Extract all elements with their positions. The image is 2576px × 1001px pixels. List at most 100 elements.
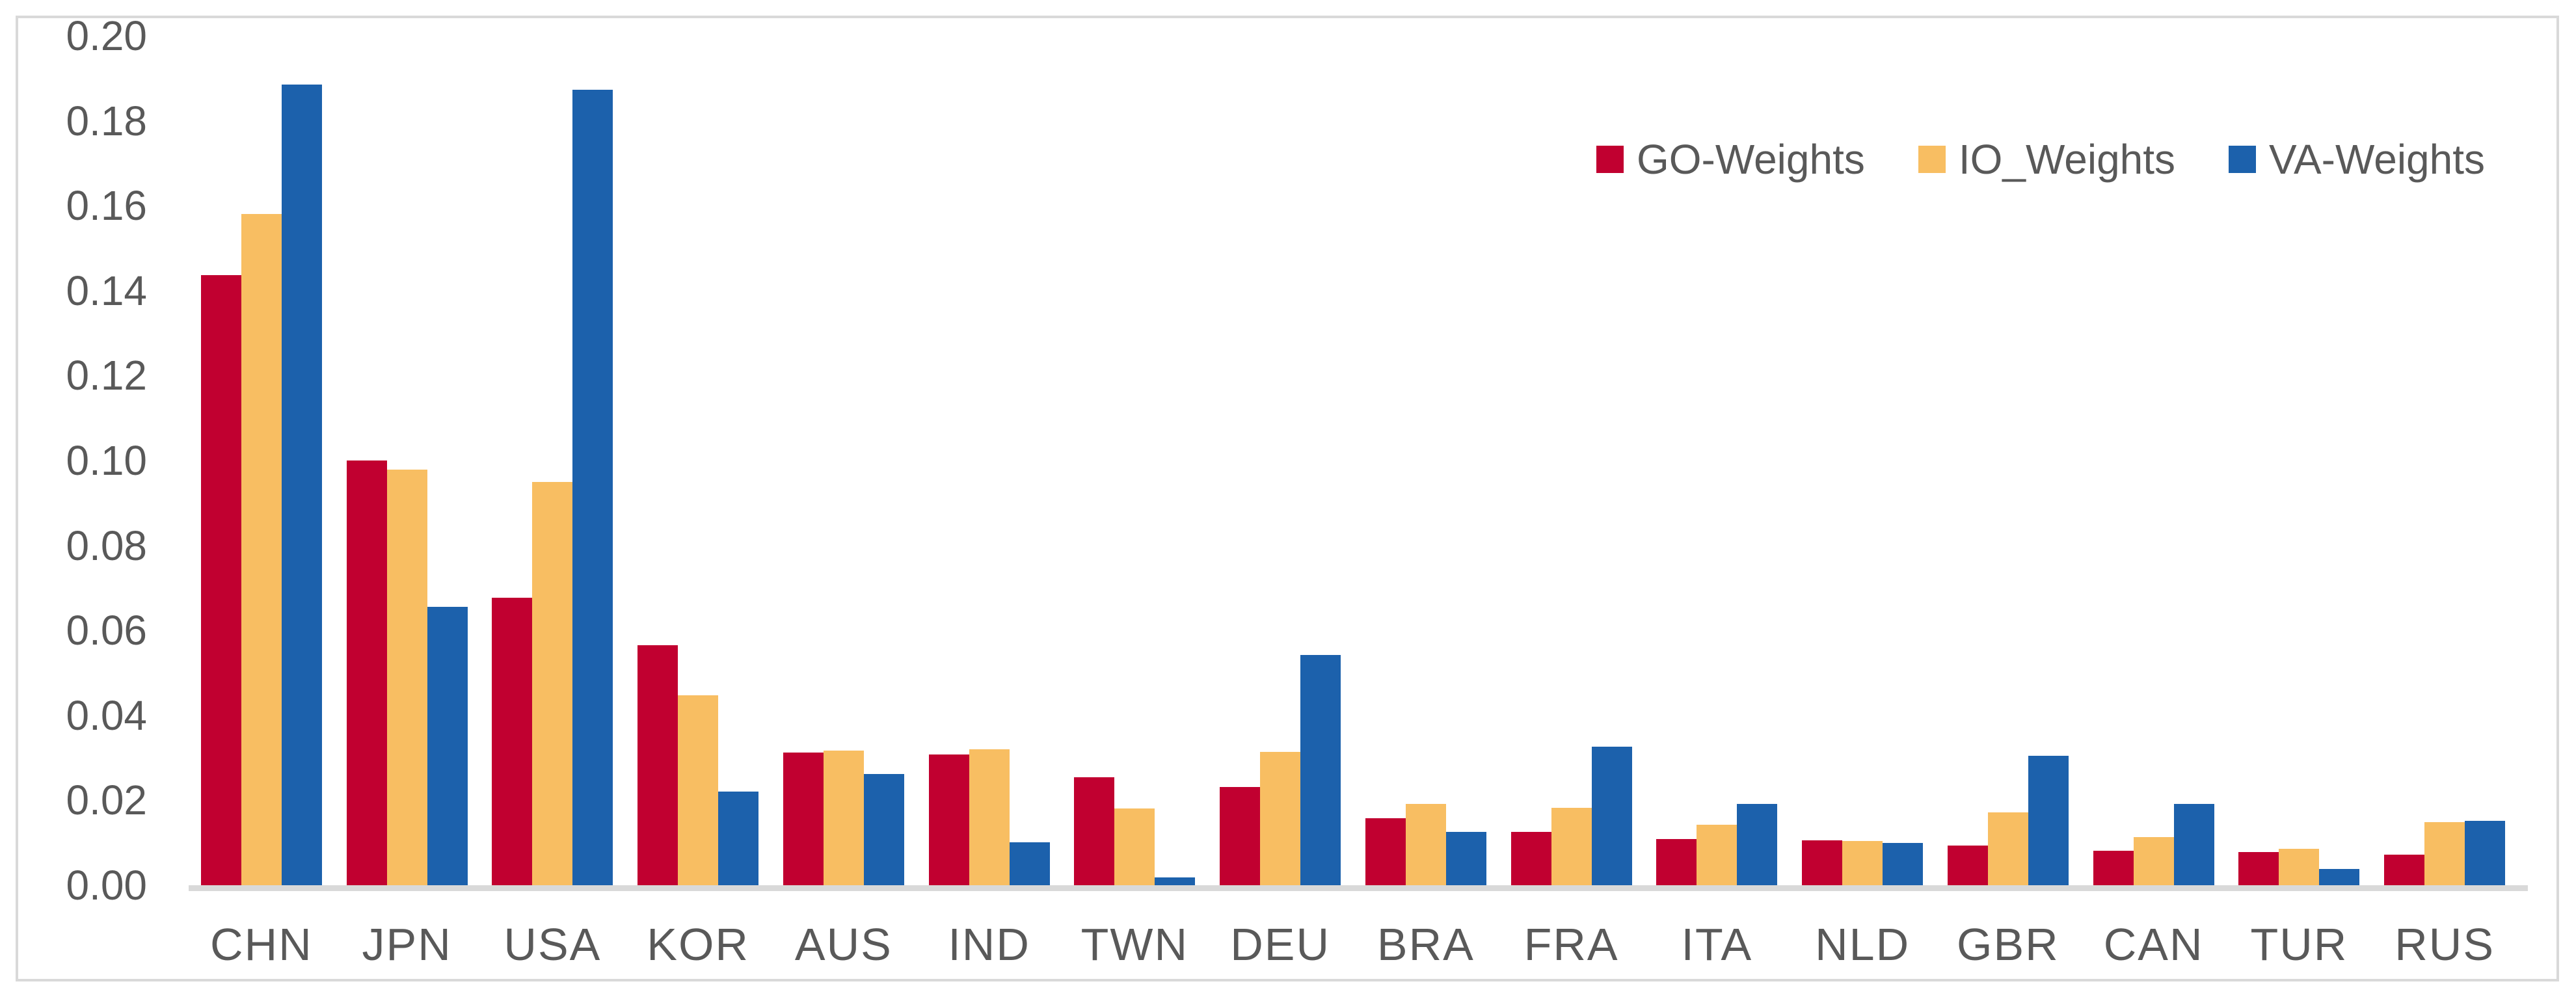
bar-group-CAN [2081,36,2227,885]
bar-group-FRA [1499,36,1644,885]
bar-group-TUR [2227,36,2372,885]
bar-CAN-IO_Weights [2133,837,2174,885]
y-tick-label-0.16: 0.16 [66,182,147,230]
bar-GBR-GO-Weights [1947,846,1988,885]
y-tick-label-0.10: 0.10 [66,437,147,484]
bar-TUR-IO_Weights [2279,849,2320,885]
legend-label: GO-Weights [1636,136,1865,183]
bar-IND-VA-Weights [1009,842,1050,885]
legend-item-GO-Weights: GO-Weights [1596,135,1865,183]
legend-swatch-icon [1918,146,1946,173]
bar-KOR-IO_Weights [678,695,719,885]
bar-NLD-IO_Weights [1842,841,1883,885]
bar-AUS-IO_Weights [823,751,864,885]
y-tick-label-0.12: 0.12 [66,352,147,399]
bar-RUS-GO-Weights [2384,855,2425,885]
bar-group-GBR [1935,36,2081,885]
x-label-TWN: TWN [1080,919,1189,970]
bar-RUS-VA-Weights [2465,821,2506,885]
bar-BRA-VA-Weights [1445,832,1486,885]
legend: GO-Weights IO_Weights VA-Weights [1596,132,2485,187]
bar-KOR-GO-Weights [637,645,678,885]
y-tick-label-0.18: 0.18 [66,97,147,144]
y-axis: 0.00 0.02 0.04 0.06 0.08 0.10 0.12 0.14 0.16 0.18… [0,0,151,1001]
bar-JPN-GO-Weights [346,460,387,885]
x-label-ITA: ITA [1681,919,1753,970]
bar-group-ITA [1644,36,1790,885]
x-label-FRA: FRA [1523,919,1619,970]
bar-NLD-GO-Weights [1802,840,1843,885]
bar-USA-IO_Weights [532,482,573,885]
bar-JPN-VA-Weights [427,607,468,885]
bar-group-JPN [334,36,480,885]
bar-KOR-VA-Weights [718,792,759,885]
bar-RUS-IO_Weights [2424,822,2465,885]
x-label-DEU: DEU [1230,919,1331,970]
x-label-CHN: CHN [210,919,313,970]
bar-CAN-GO-Weights [2093,851,2134,885]
bar-CHN-VA-Weights [281,85,322,885]
bar-group-CHN [189,36,334,885]
bar-group-AUS [771,36,917,885]
bar-BRA-IO_Weights [1405,804,1446,885]
legend-label: IO_Weights [1958,136,2176,183]
x-label-BRA: BRA [1376,919,1475,970]
x-label-RUS: RUS [2395,919,2495,970]
bar-group-KOR [625,36,771,885]
bar-DEU-GO-Weights [1220,787,1261,885]
bar-group-DEU [1207,36,1353,885]
bar-USA-GO-Weights [492,598,533,885]
bar-DEU-IO_Weights [1260,752,1301,885]
y-tick-label-0.02: 0.02 [66,777,147,824]
bar-group-NLD [1790,36,1935,885]
x-label-NLD: NLD [1815,919,1911,970]
bar-FRA-IO_Weights [1551,808,1592,885]
bar-group-IND [917,36,1062,885]
bar-TWN-IO_Weights [1114,808,1155,885]
bar-IND-IO_Weights [969,749,1010,885]
bar-CAN-VA-Weights [2173,804,2214,885]
bar-CHN-IO_Weights [241,214,282,885]
y-tick-label-0.00: 0.00 [66,862,147,909]
bar-USA-VA-Weights [572,90,613,885]
bar-TUR-VA-Weights [2319,869,2360,885]
y-tick-label-0.20: 0.20 [66,12,147,59]
legend-swatch-icon [2229,146,2257,173]
legend-item-IO_Weights: IO_Weights [1918,135,2175,183]
bar-TWN-VA-Weights [1155,877,1196,885]
bar-ITA-VA-Weights [1737,804,1778,885]
y-tick-label-0.14: 0.14 [66,267,147,314]
bar-group-TWN [1062,36,1208,885]
x-label-IND: IND [948,919,1030,970]
bar-AUS-GO-Weights [783,753,824,885]
bar-FRA-VA-Weights [1591,747,1632,885]
bar-group-USA [480,36,626,885]
bar-FRA-GO-Weights [1510,832,1551,885]
bar-GBR-VA-Weights [2028,756,2069,885]
bar-group-RUS [2372,36,2517,885]
plot-area [189,36,2517,885]
y-tick-label-0.08: 0.08 [66,522,147,569]
bar-DEU-VA-Weights [1300,655,1341,885]
bar-ITA-IO_Weights [1697,825,1737,885]
bar-NLD-VA-Weights [1883,843,1924,885]
bar-AUS-VA-Weights [863,774,904,885]
bar-IND-GO-Weights [928,754,969,885]
x-label-TUR: TUR [2250,919,2348,970]
legend-label: VA-Weights [2269,136,2485,183]
bar-TUR-GO-Weights [2238,852,2279,885]
y-tick-label-0.04: 0.04 [66,691,147,739]
x-axis-line [189,885,2528,891]
x-label-GBR: GBR [1957,919,2059,970]
x-label-AUS: AUS [794,919,892,970]
x-label-CAN: CAN [2103,919,2204,970]
legend-swatch-icon [1596,146,1624,173]
bar-GBR-IO_Weights [1987,812,2028,885]
y-tick-label-0.06: 0.06 [66,607,147,654]
bar-BRA-GO-Weights [1365,818,1406,885]
x-axis: CHN JPN USA KOR AUS IND TWN DEU BRA FRA ITA NLD GBR C… [189,918,2517,970]
x-label-JPN: JPN [362,919,452,970]
bar-ITA-GO-Weights [1656,839,1697,885]
legend-item-VA-Weights: VA-Weights [2229,135,2485,183]
